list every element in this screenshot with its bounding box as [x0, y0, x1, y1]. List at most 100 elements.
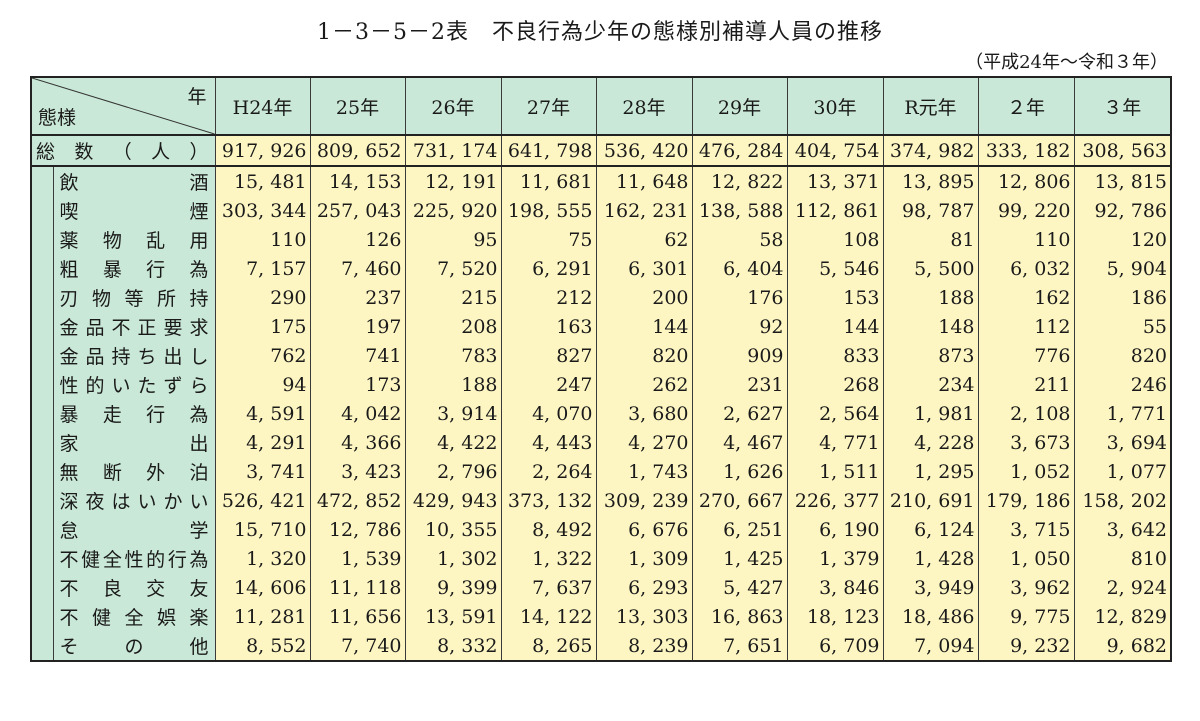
value-cell: 731, 174	[405, 135, 502, 167]
value-cell: 290	[215, 283, 311, 312]
value-cell: 827	[501, 341, 597, 370]
value-cell: 8, 552	[215, 631, 311, 661]
value-cell: 1, 379	[787, 544, 884, 573]
value-cell: 112, 861	[787, 196, 884, 225]
year-header: 26年	[405, 77, 502, 136]
corner-year-label: 年	[187, 86, 207, 108]
value-cell: 3, 949	[883, 573, 979, 602]
value-cell: 58	[692, 225, 788, 254]
table-row: 不健全娯楽 11, 281 11, 656 13, 591 14, 122 13, 303…	[31, 602, 1172, 631]
value-cell: 809, 652	[310, 135, 406, 167]
value-cell: 1, 050	[978, 544, 1075, 573]
value-cell: 262	[596, 370, 693, 399]
year-header: ３年	[1074, 77, 1172, 136]
value-cell: 4, 042	[310, 399, 406, 428]
value-cell: 2, 627	[692, 399, 788, 428]
row-label: 金品持ち出し	[53, 341, 216, 370]
value-cell: 1, 511	[787, 457, 884, 486]
row-label: 性的いたずら	[53, 370, 216, 399]
value-cell: 153	[787, 283, 884, 312]
value-cell: 247	[501, 370, 597, 399]
row-label: 刃物等所持	[53, 283, 216, 312]
table-row: 金品持ち出し 762 741 783 827 820 909 833 873 776 820	[31, 341, 1172, 370]
value-cell: 1, 295	[883, 457, 979, 486]
value-cell: 3, 680	[596, 399, 693, 428]
value-cell: 95	[405, 225, 502, 254]
value-cell: 11, 648	[596, 166, 693, 196]
value-cell: 1, 322	[501, 544, 597, 573]
table-title: 1－3－5－2表 不良行為少年の態様別補導人員の推移	[317, 20, 883, 45]
table-row: 不健全性的行為 1, 320 1, 539 1, 302 1, 322 1, 309 1, …	[31, 544, 1172, 573]
year-header: 30年	[787, 77, 884, 136]
value-cell: 2, 924	[1074, 573, 1172, 602]
value-cell: 6, 032	[978, 254, 1075, 283]
value-cell: 12, 829	[1074, 602, 1172, 631]
value-cell: 4, 228	[883, 428, 979, 457]
value-cell: 2, 796	[405, 457, 502, 486]
value-cell: 1, 626	[692, 457, 788, 486]
value-cell: 1, 320	[215, 544, 311, 573]
table-row: 喫煙 303, 344 257, 043 225, 920 198, 555 162, 2…	[31, 196, 1172, 225]
value-cell: 3, 694	[1074, 428, 1172, 457]
value-cell: 526, 421	[215, 486, 311, 515]
value-cell: 13, 815	[1074, 166, 1172, 196]
value-cell: 3, 741	[215, 457, 311, 486]
total-row: 総数（人） 917, 926 809, 652 731, 174 641, 798 536…	[31, 135, 1172, 167]
value-cell: 18, 123	[787, 602, 884, 631]
value-cell: 8, 492	[501, 515, 597, 544]
value-cell: 75	[501, 225, 597, 254]
value-cell: 472, 852	[310, 486, 406, 515]
value-cell: 783	[405, 341, 502, 370]
value-cell: 13, 303	[596, 602, 693, 631]
value-cell: 4, 591	[215, 399, 311, 428]
value-cell: 6, 404	[692, 254, 788, 283]
table-row: 無断外泊 3, 741 3, 423 2, 796 2, 264 1, 743 1, 626…	[31, 457, 1172, 486]
value-cell: 12, 191	[405, 166, 502, 196]
value-cell: 257, 043	[310, 196, 406, 225]
year-header: 27年	[501, 77, 597, 136]
value-cell: 1, 771	[1074, 399, 1172, 428]
value-cell: 11, 656	[310, 602, 406, 631]
value-cell: 7, 460	[310, 254, 406, 283]
value-cell: 15, 481	[215, 166, 311, 196]
value-cell: 4, 467	[692, 428, 788, 457]
value-cell: 6, 251	[692, 515, 788, 544]
value-cell: 1, 309	[596, 544, 693, 573]
value-cell: 18, 486	[883, 602, 979, 631]
value-cell: 333, 182	[978, 135, 1075, 167]
table-row: 薬物乱用 110 126 95 75 62 58 108 81 110 120	[31, 225, 1172, 254]
value-cell: 5, 904	[1074, 254, 1172, 283]
value-cell: 741	[310, 341, 406, 370]
table-row: 刃物等所持 290 237 215 212 200 176 153 188 162 186	[31, 283, 1172, 312]
value-cell: 231	[692, 370, 788, 399]
value-cell: 909	[692, 341, 788, 370]
table-row: 粗暴行為 7, 157 7, 460 7, 520 6, 291 6, 301 6, 404…	[31, 254, 1172, 283]
value-cell: 2, 108	[978, 399, 1075, 428]
year-header: ２年	[978, 77, 1075, 136]
value-cell: 1, 302	[405, 544, 502, 573]
value-cell: 225, 920	[405, 196, 502, 225]
value-cell: 2, 564	[787, 399, 884, 428]
value-cell: 148	[883, 312, 979, 341]
value-cell: 3, 846	[787, 573, 884, 602]
table-row: 飲酒 15, 481 14, 153 12, 191 11, 681 11, 648 12,…	[31, 166, 1172, 661]
value-cell: 215	[405, 283, 502, 312]
value-cell: 9, 232	[978, 631, 1075, 661]
value-cell: 62	[596, 225, 693, 254]
value-cell: 14, 606	[215, 573, 311, 602]
value-cell: 7, 520	[405, 254, 502, 283]
value-cell: 4, 443	[501, 428, 597, 457]
value-cell: 404, 754	[787, 135, 884, 167]
value-cell: 211	[978, 370, 1075, 399]
corner-header: 年 態様	[31, 77, 216, 136]
value-cell: 144	[787, 312, 884, 341]
value-cell: 762	[215, 341, 311, 370]
value-cell: 12, 786	[310, 515, 406, 544]
value-cell: 7, 740	[310, 631, 406, 661]
value-cell: 6, 124	[883, 515, 979, 544]
value-cell: 1, 981	[883, 399, 979, 428]
row-label: 飲酒	[53, 166, 216, 196]
value-cell: 92, 786	[1074, 196, 1172, 225]
value-cell: 99, 220	[978, 196, 1075, 225]
value-cell: 6, 709	[787, 631, 884, 661]
